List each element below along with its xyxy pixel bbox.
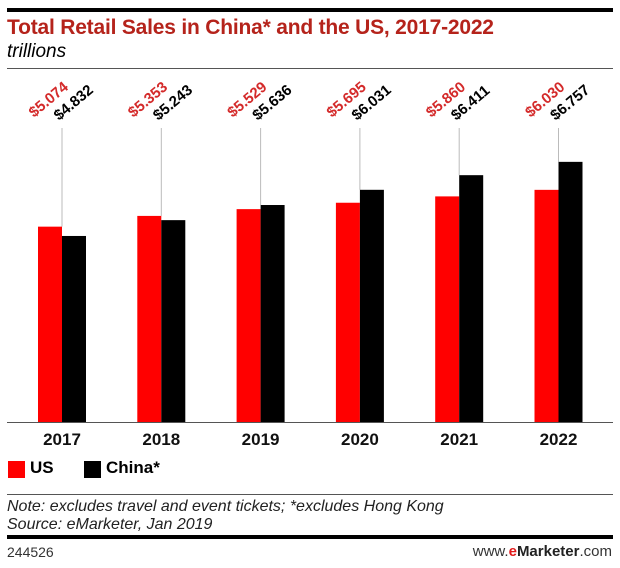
- bar-china: [161, 220, 186, 422]
- chart-title: Total Retail Sales in China* and the US,…: [7, 16, 494, 39]
- bar-china: [459, 175, 484, 422]
- source-note: Source: eMarketer, Jan 2019: [7, 516, 213, 533]
- bar-chart: $5.074$4.8322017$5.353$5.2432018$5.529$5…: [7, 78, 613, 449]
- legend-label-us: US: [30, 458, 54, 477]
- legend-swatch-china: [84, 461, 101, 478]
- footer-divider: [7, 494, 613, 495]
- bar-us: [534, 189, 559, 422]
- brand-logo: www.eMarketer.com: [472, 543, 612, 560]
- footnote: Note: excludes travel and event tickets;…: [7, 498, 444, 515]
- bar-us: [236, 209, 261, 422]
- x-tick-label: 2019: [242, 430, 280, 449]
- bar-us: [335, 202, 360, 422]
- bar-china: [62, 235, 86, 422]
- x-tick-label: 2018: [142, 430, 180, 449]
- chart-id: 244526: [7, 544, 54, 560]
- top-rule: [7, 8, 613, 12]
- chart-subtitle: trillions: [7, 41, 67, 62]
- legend-label-china: China*: [106, 458, 160, 477]
- bar-us: [435, 196, 460, 422]
- x-tick-label: 2021: [440, 430, 478, 449]
- legend-swatch-us: [8, 461, 25, 478]
- bar-us: [137, 215, 162, 422]
- header-divider: [7, 68, 613, 69]
- bar-china: [558, 161, 583, 422]
- x-tick-label: 2017: [43, 430, 81, 449]
- x-tick-label: 2020: [341, 430, 379, 449]
- bar-us: [38, 226, 62, 422]
- bar-china: [260, 205, 285, 422]
- bar-china: [359, 189, 384, 422]
- bottom-rule: [7, 535, 613, 539]
- x-tick-label: 2022: [540, 430, 578, 449]
